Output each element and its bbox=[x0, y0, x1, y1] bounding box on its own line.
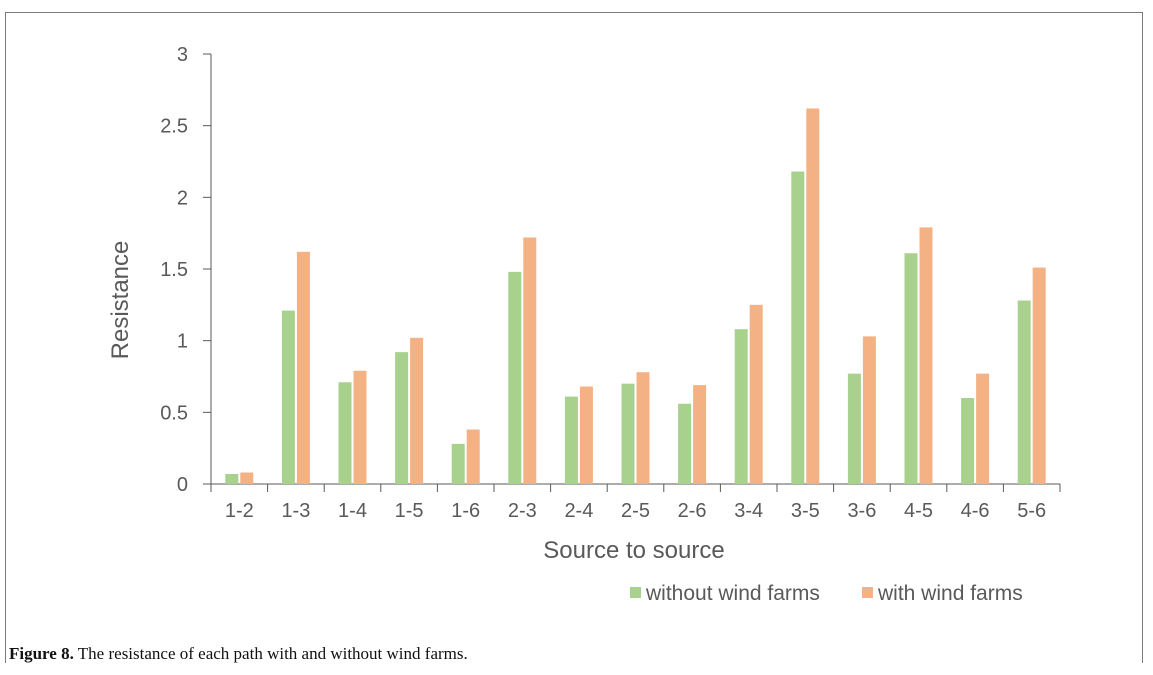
bar-without-wind-farms bbox=[508, 271, 522, 484]
bar-without-wind-farms bbox=[847, 373, 861, 484]
x-axis-title: Source to source bbox=[543, 537, 724, 564]
x-tick-label: 4-5 bbox=[904, 500, 933, 522]
y-tick-label: 2 bbox=[177, 187, 188, 209]
bar-with-wind-farms bbox=[749, 304, 763, 484]
x-tick-label: 2-4 bbox=[564, 500, 593, 522]
legend-swatch-without bbox=[630, 587, 641, 598]
bar-without-wind-farms bbox=[225, 473, 239, 484]
y-tick-label: 1 bbox=[177, 331, 188, 353]
x-tick-label: 3-6 bbox=[847, 500, 876, 522]
y-axis-title: Resistance bbox=[107, 241, 134, 360]
y-tick-label: 0.5 bbox=[160, 402, 188, 424]
bar-without-wind-farms bbox=[281, 310, 295, 484]
y-tick-label: 3 bbox=[177, 44, 188, 66]
legend: without wind farms with wind farms bbox=[630, 582, 1023, 605]
bar-with-wind-farms bbox=[919, 227, 933, 484]
bar-without-wind-farms bbox=[961, 398, 975, 484]
y-tick-label: 0 bbox=[177, 474, 188, 496]
legend-swatch-with bbox=[862, 587, 873, 598]
x-axis: 1-2 1-3 1-4 1-5 1-6 2-3 2-4 2-5 2-6 3-4 3-5 3-6 4-5 4… bbox=[210, 483, 1061, 522]
x-tick-label: 1-5 bbox=[395, 500, 424, 522]
y-tick-label: 2.5 bbox=[160, 116, 188, 138]
x-tick-label: 1-6 bbox=[451, 500, 480, 522]
bar-without-wind-farms bbox=[678, 403, 692, 484]
bar-with-wind-farms bbox=[579, 386, 593, 484]
x-tick-label: 1-4 bbox=[338, 500, 367, 522]
x-tick-label: 5-6 bbox=[1017, 500, 1046, 522]
bar-with-wind-farms bbox=[806, 108, 820, 484]
bar-without-wind-farms bbox=[564, 396, 578, 484]
bar-without-wind-farms bbox=[1017, 300, 1031, 484]
x-tick-label: 4-6 bbox=[961, 500, 990, 522]
x-tick-label: 1-3 bbox=[281, 500, 310, 522]
legend-label-with: with wind farms bbox=[877, 582, 1023, 605]
bars bbox=[225, 108, 1046, 485]
bar-without-wind-farms bbox=[395, 352, 409, 484]
bar-without-wind-farms bbox=[904, 253, 918, 484]
bar-with-wind-farms bbox=[976, 373, 990, 484]
bar-without-wind-farms bbox=[338, 382, 352, 484]
bar-with-wind-farms bbox=[353, 370, 367, 484]
bar-without-wind-farms bbox=[621, 383, 635, 484]
bar-chart: 0 0.5 1 1.5 2 2.5 3 1-2 1-3 1-4 1-5 1-6 2-3 2-4 2-5 2-… bbox=[107, 44, 1061, 605]
bar-with-wind-farms bbox=[296, 251, 310, 484]
bar-with-wind-farms bbox=[523, 237, 537, 484]
bar-without-wind-farms bbox=[451, 443, 465, 484]
bar-with-wind-farms bbox=[240, 472, 254, 484]
y-axis: 0 0.5 1 1.5 2 2.5 3 bbox=[160, 44, 212, 496]
bar-with-wind-farms bbox=[466, 429, 480, 484]
bar-with-wind-farms bbox=[410, 337, 424, 484]
bar-with-wind-farms bbox=[636, 372, 650, 484]
caption-text: The resistance of each path with and wit… bbox=[73, 644, 468, 663]
figure-caption: Figure 8. The resistance of each path wi… bbox=[9, 644, 468, 664]
bar-without-wind-farms bbox=[791, 171, 805, 485]
figure-frame bbox=[5, 12, 1143, 663]
figure-number: Figure 8. bbox=[9, 644, 74, 663]
x-tick-label: 3-5 bbox=[791, 500, 820, 522]
bar-without-wind-farms bbox=[734, 329, 748, 484]
x-tick-label: 3-4 bbox=[734, 500, 763, 522]
bar-with-wind-farms bbox=[862, 336, 876, 484]
y-tick-label: 1.5 bbox=[160, 259, 188, 281]
x-tick-label: 2-5 bbox=[621, 500, 650, 522]
x-tick-label: 1-2 bbox=[225, 500, 254, 522]
bar-with-wind-farms bbox=[1032, 267, 1046, 484]
bar-with-wind-farms bbox=[693, 385, 707, 484]
x-tick-label: 2-3 bbox=[508, 500, 537, 522]
x-tick-label: 2-6 bbox=[678, 500, 707, 522]
legend-label-without: without wind farms bbox=[645, 582, 820, 605]
